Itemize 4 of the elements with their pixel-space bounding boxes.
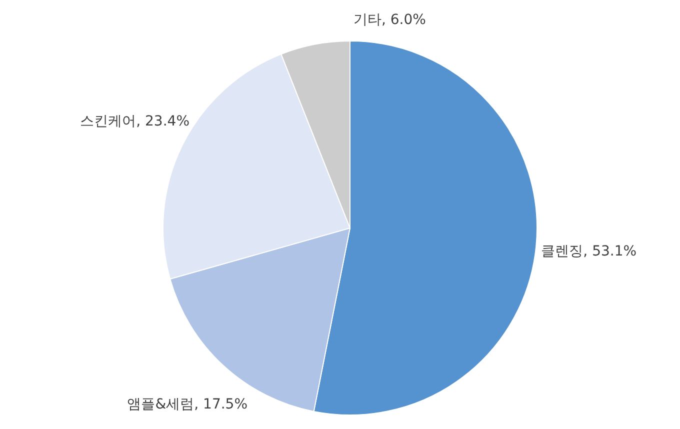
slice-label: 앰플&세럼, 17.5% [127, 396, 248, 412]
slice-label: 기타, 6.0% [353, 12, 426, 28]
slice-label: 클렌징, 53.1% [541, 243, 637, 260]
slice-label: 스킨케어, 23.4% [80, 114, 190, 130]
